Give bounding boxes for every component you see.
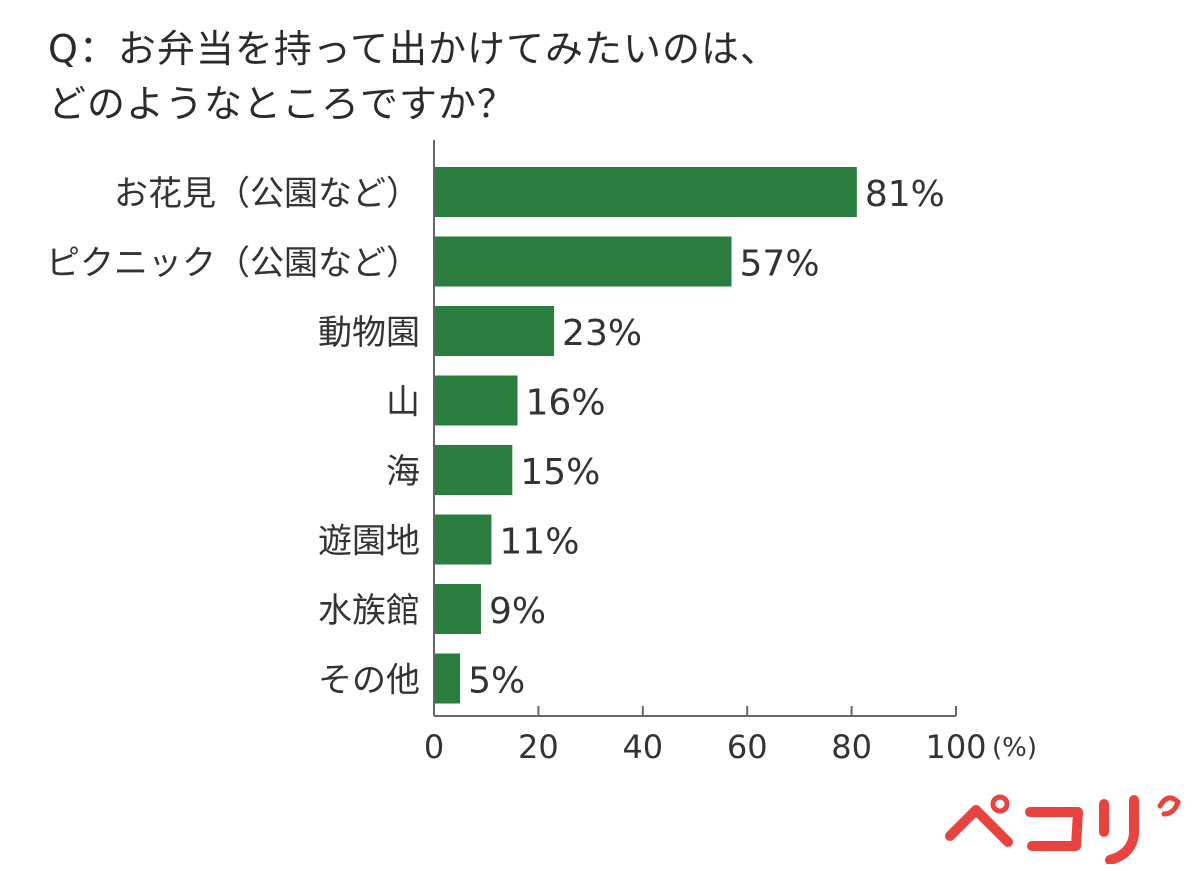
title-line-2: どのようなところですか？ [48,82,517,126]
pecori-logo-icon [945,794,1181,864]
x-tick-label: 20 [518,728,559,766]
x-axis-unit-label: (%) [992,733,1037,763]
value-label: 9% [489,591,546,632]
bar [434,584,481,634]
bar [434,167,857,217]
value-label: 16% [526,383,606,424]
x-tick-label: 0 [424,728,444,766]
value-label: 15% [520,452,600,493]
value-label: 81% [865,174,945,215]
category-label: 動物園 [318,313,420,353]
category-label: お花見（公園など） [114,174,420,214]
bar [434,514,492,565]
value-label: 57% [740,244,820,285]
bar [434,236,732,287]
bar [434,445,513,495]
bar [434,375,518,426]
bar [434,653,461,704]
x-tick-label: 40 [622,728,663,766]
x-tick-label: 80 [831,728,872,766]
title-line-1: Q：お弁当を持って出かけてみたいのは、 [48,27,780,71]
chart-title: Q：お弁当を持って出かけてみたいのは、 どのようなところですか？ [48,22,1148,132]
category-label: 水族館 [318,591,420,631]
category-label: 海 [386,452,420,492]
x-tick-label: 60 [727,728,768,766]
category-label: 遊園地 [318,522,420,562]
category-label: 山 [386,383,420,423]
value-label: 11% [499,522,579,563]
bar [434,306,555,356]
value-label: 23% [562,313,642,354]
category-label: ピクニック（公園など） [46,244,420,284]
value-label: 5% [468,661,525,702]
category-label: その他 [318,661,420,701]
x-tick-label: 100 [925,728,986,766]
